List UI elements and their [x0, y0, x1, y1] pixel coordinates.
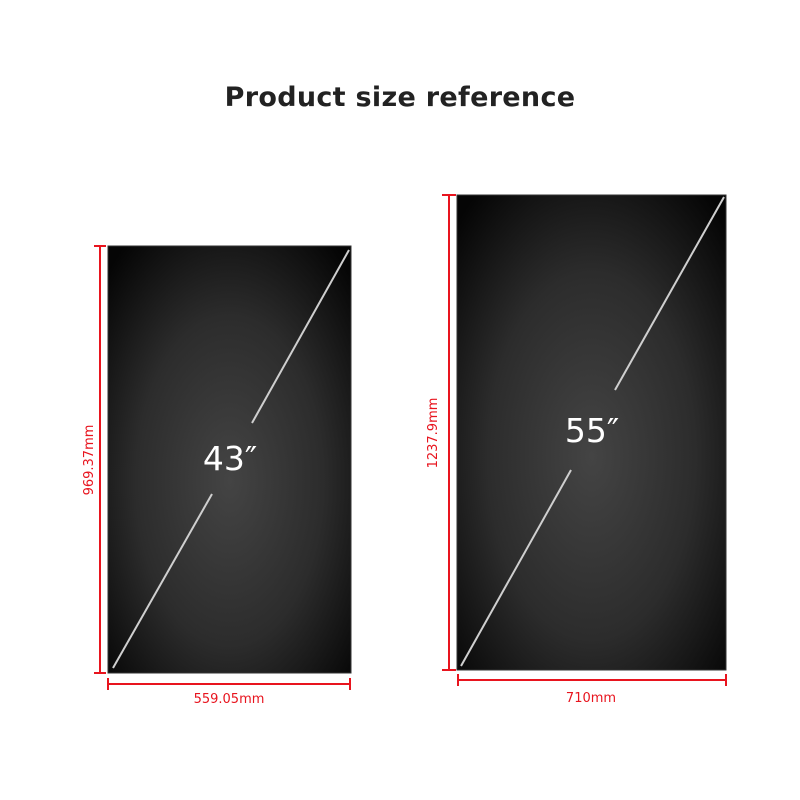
height-dimension-43	[94, 245, 106, 674]
height-label: 969.37mm	[82, 425, 97, 496]
diagonal-line	[112, 493, 213, 669]
screen-43: 43″	[107, 245, 352, 674]
width-dimension-43	[107, 678, 351, 690]
width-label: 559.05mm	[194, 692, 265, 707]
width-dimension-55	[457, 674, 727, 686]
width-label: 710mm	[566, 691, 616, 706]
page-title: Product size reference	[224, 82, 576, 113]
height-dimension-55	[442, 194, 456, 671]
size-label: 55″	[565, 411, 619, 450]
diagonal-line	[460, 469, 572, 667]
size-label: 43″	[203, 439, 257, 478]
height-label: 1237.9mm	[426, 398, 441, 469]
diagonal-line	[251, 249, 350, 424]
screen-55: 55″	[456, 194, 727, 671]
diagonal-line	[614, 196, 725, 391]
